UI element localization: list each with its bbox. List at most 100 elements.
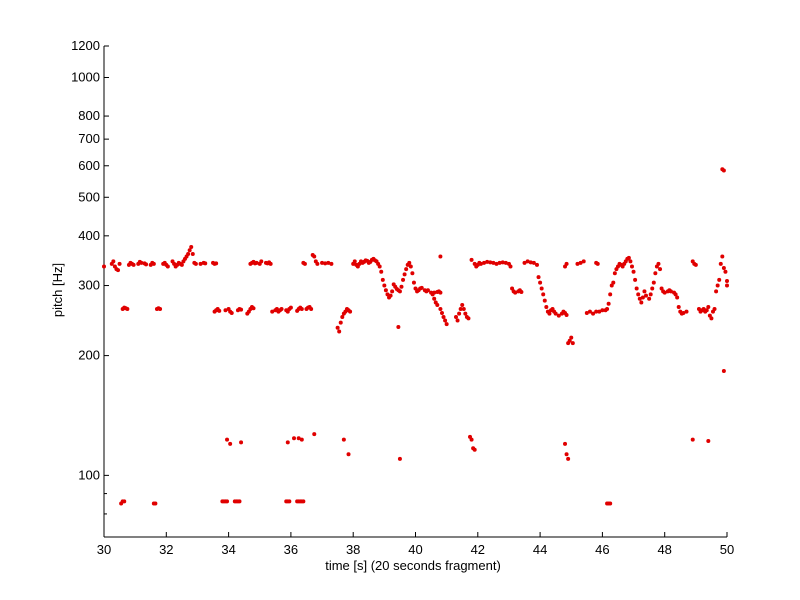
pitch-point [438,254,443,259]
pitch-point [158,306,163,311]
pitch-point [525,259,530,264]
pitch-point [633,277,638,282]
pitch-point [651,280,656,285]
pitch-point [338,320,343,325]
pitch-point [441,315,446,320]
pitch-point [438,306,443,311]
pitch-point [575,261,580,266]
pitch-point [539,286,544,291]
pitch-point [706,439,711,444]
pitch-point [144,262,149,267]
pitch-point [438,290,443,295]
pitch-point [397,456,402,461]
pitch-point [693,262,698,267]
y-tick-label: 1000 [71,70,100,85]
pitch-point [397,289,402,294]
pitch-point [217,308,222,313]
x-tick-label: 30 [97,542,111,557]
x-tick-label: 36 [284,542,298,557]
pitch-point [628,259,633,264]
pitch-point [591,311,596,316]
pitch-point [637,296,642,301]
pitch-point [296,436,301,441]
pitch-point [225,499,230,504]
pitch-point [564,261,569,266]
pitch-point [301,499,306,504]
pitch-point [675,295,680,300]
pitch-point [190,252,195,257]
pitch-point [460,303,465,308]
pitch-point [407,260,412,265]
pitch-point [634,286,639,291]
pitch-point [341,437,346,442]
pitch-point [125,306,130,311]
pitch-point [567,338,572,343]
pitch-point [419,285,424,290]
pitch-point [379,269,384,274]
pitch-point [725,278,729,283]
pitch-point [377,264,382,269]
pitch-point [606,301,611,306]
x-tick-label: 34 [221,542,235,557]
pitch-point [268,261,273,266]
pitch-point [681,310,686,315]
pitch-point [566,456,571,461]
pitch-point [312,254,317,259]
pitch-point [519,289,524,294]
pitch-point [709,316,714,321]
pitch-point [534,262,539,267]
pitch-point [721,168,726,173]
pitch-point [102,264,106,269]
pitch-point [597,309,602,314]
pitch-point [629,264,634,269]
pitch-point [285,440,290,445]
pitch-point [444,322,449,327]
pitch-point [288,305,293,310]
pitch-point [714,289,719,294]
pitch-point [239,307,244,312]
pitch-point [569,335,574,340]
y-tick-label: 300 [78,278,100,293]
pitch-point [636,292,641,297]
pitch-point [299,306,304,311]
pitch-point [605,306,610,311]
pitch-point [312,432,317,437]
pitch-point [323,261,328,266]
pitch-point [715,283,720,288]
pitch-point [302,261,307,266]
pitch-point [653,271,658,276]
pitch-point [690,437,695,442]
pitch-point [639,300,644,305]
pitch-point [153,501,158,506]
pitch-point [413,286,418,291]
pitch-point [223,308,228,313]
x-tick-label: 50 [720,542,734,557]
pitch-point [352,259,357,264]
pitch-point [453,315,458,320]
pitch-point [287,499,292,504]
pitch-point [443,318,448,323]
pitch-point [503,260,508,265]
pitch-point [662,290,667,295]
x-tick-label: 48 [657,542,671,557]
pitch-point [299,437,304,442]
pitch-point [673,292,678,297]
y-tick-label: 500 [78,189,100,204]
pitch-point [410,271,415,276]
pitch-point [228,441,233,446]
pitch-point [463,311,468,316]
pitch-point [491,260,496,265]
pitch-point [712,306,717,311]
pitch-point [225,437,230,442]
pitch-point [239,440,244,445]
y-tick-label: 200 [78,348,100,363]
y-tick-label: 800 [78,108,100,123]
pitch-point [656,261,661,266]
y-tick-label: 600 [78,158,100,173]
pitch-point [390,289,395,294]
pitch-point [203,261,208,266]
pitch-point [111,259,116,264]
pitch-point [396,325,401,330]
pitch-point [411,280,416,285]
